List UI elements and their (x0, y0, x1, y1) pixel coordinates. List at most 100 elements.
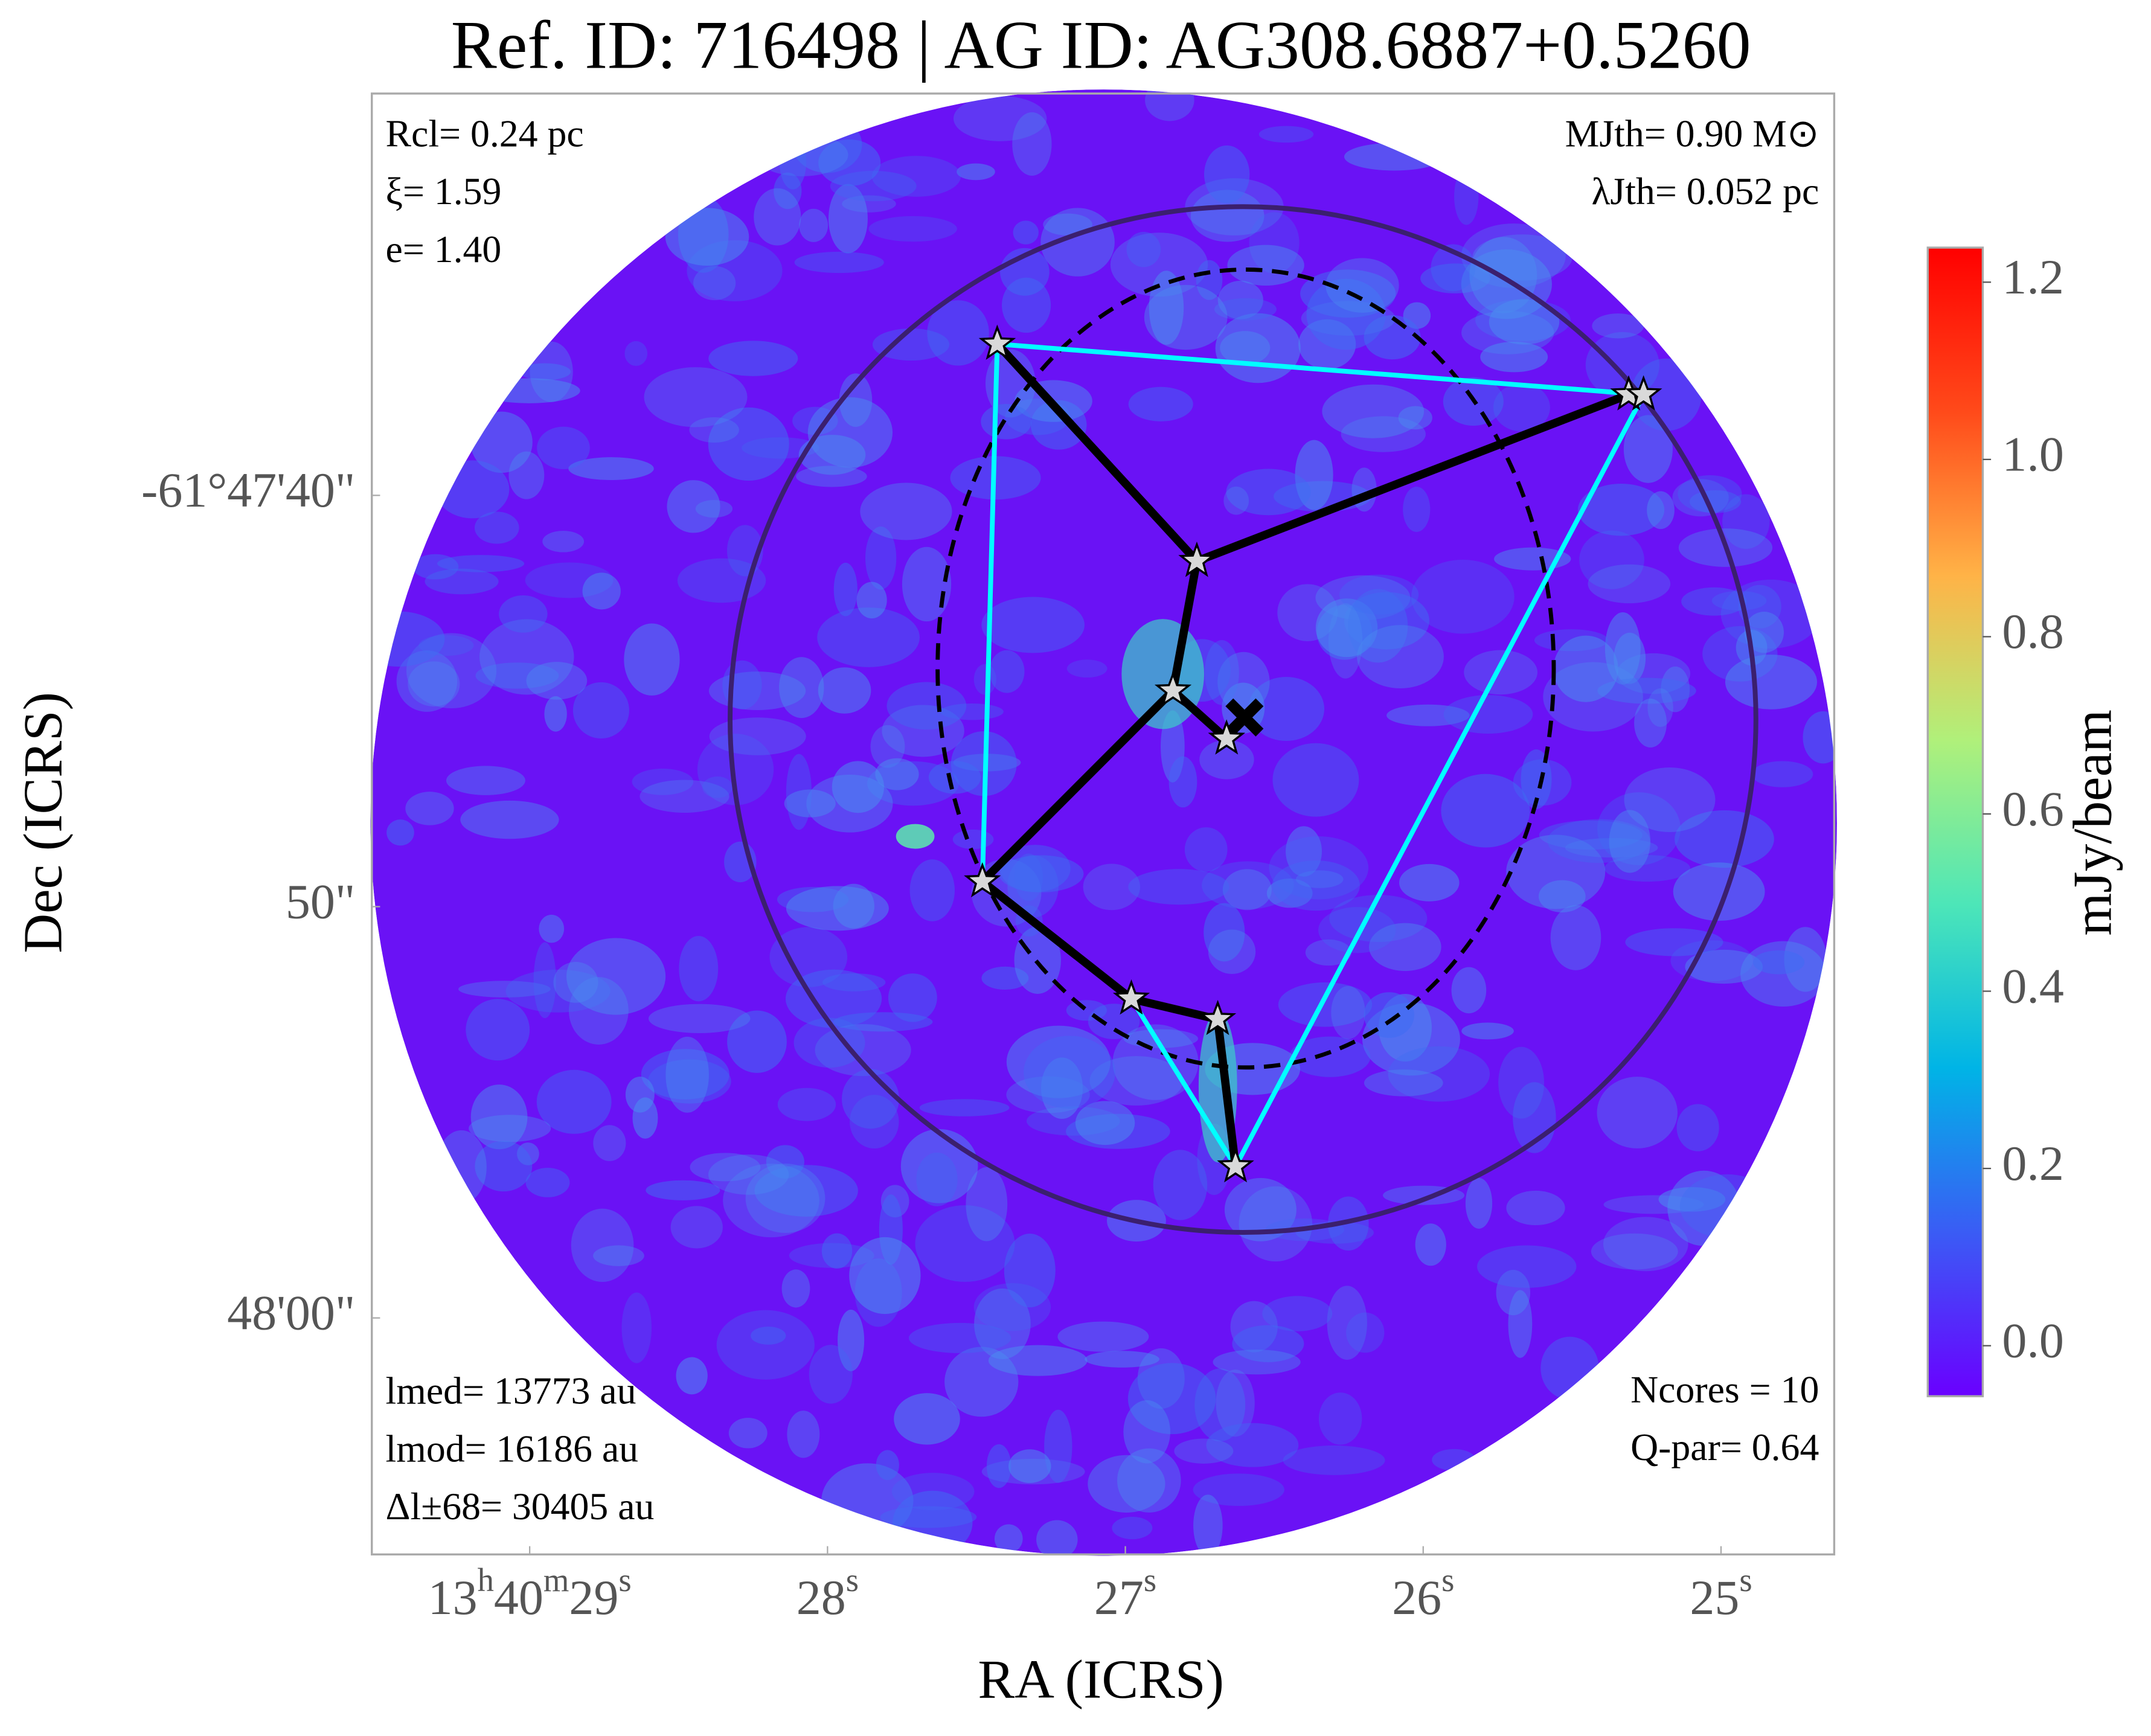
noise-patch (1204, 640, 1239, 705)
noise-patch (832, 761, 885, 813)
noise-patch (708, 341, 798, 376)
x-tick-label: 26s (1392, 1561, 1454, 1625)
noise-patch (1318, 1392, 1362, 1445)
noise-patch (1030, 400, 1087, 450)
y-tick-label: -61°47'40" (141, 463, 355, 517)
noise-patch (952, 829, 994, 850)
noise-patch (809, 1345, 853, 1404)
noise-patch (1327, 1286, 1367, 1360)
noise-patch (994, 1524, 1023, 1553)
noise-patch (542, 531, 585, 553)
noise-patch (641, 1049, 729, 1100)
noise-patch (677, 558, 766, 603)
noise-patch (1565, 838, 1658, 858)
noise-patch (1675, 810, 1774, 868)
noise-patch (1220, 331, 1271, 365)
noise-patch (1043, 213, 1092, 235)
noise-patch (786, 754, 812, 830)
chart-title: Ref. ID: 716498 | AG ID: AG308.6887+0.52… (451, 7, 1751, 83)
noise-patch (821, 1233, 853, 1269)
noise-patch (1214, 298, 1277, 321)
cluster-circle (728, 204, 1758, 1235)
noise-patch (1784, 927, 1827, 992)
noise-patch (1040, 1057, 1083, 1119)
core-marker (1178, 541, 1216, 577)
noise-patch (1153, 1150, 1208, 1220)
noise-patch (519, 363, 571, 380)
noise-patch (1539, 820, 1643, 850)
noise-patch (927, 300, 989, 366)
hull-edge (1129, 997, 1238, 1168)
noise-patch (708, 407, 789, 481)
noise-patch (1553, 635, 1618, 702)
noise-patch (499, 595, 548, 633)
noise-patch (1272, 860, 1360, 911)
y-axis-label: Dec (ICRS) (12, 692, 73, 953)
annotation: lmod= 16186 au (386, 1427, 639, 1470)
core-marker (1199, 999, 1237, 1036)
noise-patch (1740, 941, 1826, 1007)
noise-patch (1083, 863, 1140, 911)
noise-patch (1623, 415, 1673, 483)
noise-patch (1040, 208, 1115, 277)
noise-patch (412, 554, 459, 580)
noise-patch (460, 800, 559, 839)
x-tick-label: 13h40m29s (428, 1561, 632, 1625)
noise-patch (751, 1327, 786, 1345)
noise-patch (1112, 1516, 1153, 1540)
noise-patch (1331, 985, 1365, 1039)
noise-patch (988, 1345, 1088, 1376)
noise-patch (1547, 819, 1650, 863)
noise-patch (1752, 950, 1805, 975)
noise-patch (1295, 870, 1344, 888)
noise-patch (1720, 579, 1821, 649)
noise-patch (1328, 603, 1363, 679)
noise-patch (1489, 299, 1560, 345)
y-tick-label: 48'00" (227, 1285, 355, 1340)
noise-patch (870, 725, 905, 768)
noise-patch (1364, 1069, 1443, 1097)
noise-patch (1348, 589, 1408, 663)
noise-patch (1461, 1022, 1514, 1040)
noise-patch (1227, 245, 1304, 286)
noise-patch (479, 619, 574, 695)
noise-patch (1277, 584, 1338, 641)
fit-ellipse (935, 267, 1556, 1070)
annotation: MJth= 0.90 M⊙ (1565, 112, 1819, 155)
core-marker (978, 324, 1016, 360)
noise-patch (582, 572, 621, 610)
noise-patch (1278, 982, 1373, 1027)
noise-patch (989, 650, 1025, 693)
noise-patch (872, 328, 950, 361)
noise-patch (1399, 863, 1460, 902)
noise-patch (754, 188, 801, 246)
noise-patch (1443, 695, 1533, 734)
noise-patch (1088, 1455, 1165, 1513)
noise-patch (839, 373, 873, 427)
noise-patch (1403, 486, 1431, 532)
noise-patch (1592, 313, 1644, 339)
mst-edge (1193, 390, 1633, 566)
noise-patch (646, 1180, 720, 1200)
noise-patch (408, 661, 460, 706)
noise-patch (1272, 743, 1359, 817)
noise-patch (1117, 1448, 1181, 1513)
noise-patch (676, 1357, 708, 1395)
noise-patch (902, 546, 952, 622)
noise-patch (1128, 386, 1193, 421)
noise-patch (1341, 416, 1426, 452)
noise-patch (1597, 677, 1696, 704)
noise-patch (981, 597, 1085, 653)
noise-patch (640, 780, 729, 813)
noise-patch (868, 216, 957, 242)
noise-patch (1224, 1177, 1297, 1241)
mst-edge (1168, 557, 1201, 695)
noise-patch (1306, 278, 1386, 350)
noise-patch (665, 208, 749, 266)
colorbar-tick-label: 0.6 (2002, 781, 2064, 836)
noise-patch (1388, 1046, 1490, 1102)
noise-patch (1075, 1101, 1135, 1145)
noise-patch (568, 457, 654, 481)
noise-patch (632, 768, 694, 795)
noise-patch (1476, 1245, 1577, 1288)
